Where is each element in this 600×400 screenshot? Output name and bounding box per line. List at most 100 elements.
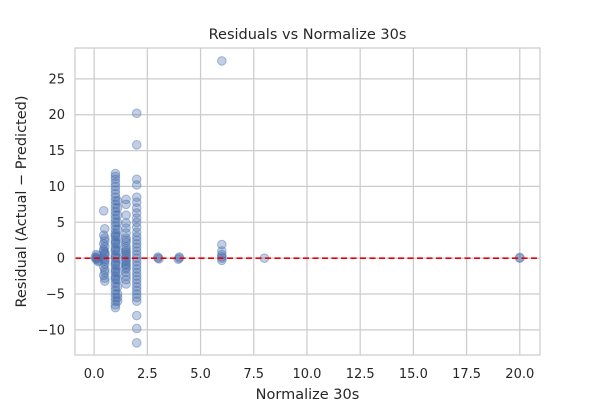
data-point	[173, 254, 184, 265]
data-point	[131, 292, 142, 303]
data-point	[121, 244, 131, 254]
data-point	[110, 266, 121, 276]
data-point	[131, 289, 142, 299]
data-point	[131, 278, 142, 289]
data-point	[112, 246, 123, 256]
y-tick-label: 5	[57, 216, 65, 231]
data-point	[153, 252, 163, 262]
data-point	[131, 239, 142, 249]
data-point	[110, 231, 121, 242]
data-point	[110, 168, 121, 179]
data-point	[131, 217, 142, 228]
data-point	[110, 292, 121, 303]
y-tick-label: 20	[48, 108, 65, 123]
y-tick-label: −5	[46, 288, 65, 303]
plot-border	[74, 47, 541, 356]
data-point	[99, 241, 110, 252]
data-point	[98, 270, 109, 281]
x-tick-labels: 0.0 2.5 5.0 7.5 10.0 12.5 15.0 17.5 20.0	[84, 367, 534, 382]
y-axis-title: Residual (Actual − Predicted)	[14, 95, 30, 307]
y-tick-labels: −10 −5 0 5 10 15 20 25	[38, 72, 65, 338]
data-point	[131, 222, 142, 233]
data-point	[110, 264, 121, 274]
data-point	[217, 246, 227, 256]
data-point	[112, 203, 123, 213]
data-point	[110, 171, 121, 182]
data-point	[112, 217, 123, 228]
data-points	[90, 56, 525, 348]
data-point	[131, 285, 142, 296]
data-point	[121, 246, 131, 256]
data-point	[121, 233, 131, 243]
x-tick-label: 7.5	[243, 367, 264, 382]
x-tick-label: 20.0	[505, 367, 534, 382]
data-point	[131, 338, 142, 348]
data-point	[112, 292, 123, 303]
data-point	[110, 206, 121, 217]
data-point	[131, 296, 142, 307]
data-point	[112, 282, 123, 292]
data-point	[121, 279, 131, 289]
x-tick-label: 17.5	[452, 367, 481, 382]
data-point	[121, 194, 131, 205]
data-point	[110, 192, 121, 202]
data-point	[110, 271, 121, 281]
data-point	[110, 174, 121, 185]
data-point	[121, 271, 131, 281]
y-tick-label: 25	[48, 72, 65, 87]
y-tick-label: 10	[48, 180, 65, 195]
data-point	[131, 208, 142, 218]
data-point	[110, 181, 121, 192]
data-point	[131, 242, 142, 253]
data-point	[131, 246, 142, 256]
data-point	[110, 289, 121, 299]
x-tick-label: 5.0	[190, 367, 211, 382]
data-point	[112, 231, 123, 242]
data-point	[110, 195, 121, 206]
data-point	[131, 235, 142, 246]
data-point	[110, 244, 121, 255]
y-tick-label: 15	[48, 144, 65, 159]
data-point	[110, 235, 121, 246]
x-axis-title: Normalize 30s	[256, 387, 360, 400]
data-point	[110, 259, 121, 269]
data-point	[112, 210, 123, 220]
data-point	[110, 299, 121, 310]
data-point	[110, 224, 121, 235]
data-point	[110, 285, 121, 296]
data-point	[98, 246, 109, 256]
data-point	[99, 236, 110, 246]
data-point	[110, 199, 121, 210]
data-point	[110, 185, 121, 195]
data-point	[110, 188, 121, 199]
data-point	[110, 203, 121, 213]
data-point	[98, 230, 109, 241]
data-point	[121, 264, 131, 274]
data-point	[121, 260, 131, 271]
data-point	[217, 251, 227, 262]
data-point	[131, 231, 142, 242]
data-point	[110, 230, 121, 241]
data-point	[99, 223, 110, 234]
data-point	[110, 228, 121, 238]
data-point	[112, 195, 123, 206]
data-point	[112, 224, 123, 235]
data-point	[99, 273, 110, 284]
x-tick-label: 2.5	[137, 367, 158, 382]
data-point	[99, 259, 110, 269]
data-point	[131, 213, 142, 223]
data-point	[121, 267, 131, 278]
data-point	[110, 296, 121, 307]
data-point	[131, 227, 142, 238]
data-point	[112, 267, 123, 278]
data-point	[99, 276, 110, 286]
data-point	[110, 210, 121, 220]
data-point	[110, 246, 121, 256]
data-point	[112, 289, 123, 299]
data-point	[131, 180, 142, 190]
data-point	[121, 262, 131, 273]
data-point	[110, 221, 121, 231]
data-point	[99, 267, 110, 278]
data-point	[112, 296, 123, 307]
